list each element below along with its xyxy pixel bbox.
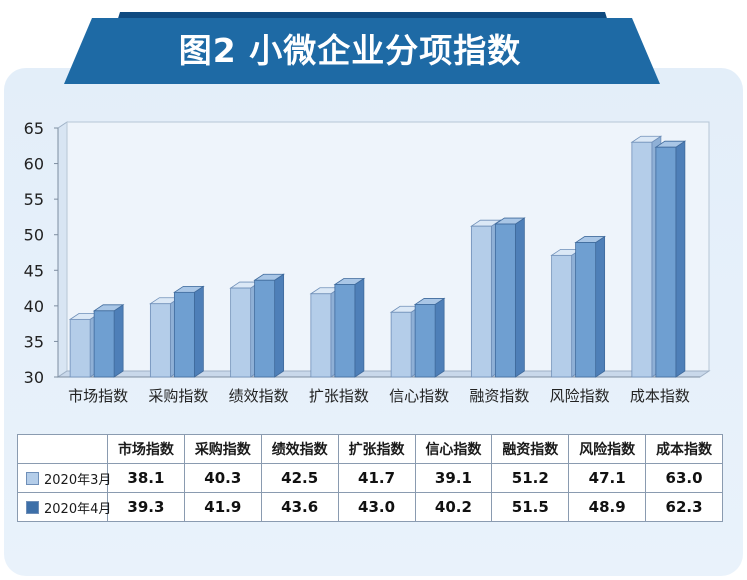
bar-apr	[413, 297, 446, 378]
table-header-cell: 信心指数	[414, 434, 493, 464]
x-tick-label: 融资指数	[469, 387, 529, 405]
table-cell: 38.1	[107, 463, 185, 493]
legend-swatch-apr	[26, 500, 39, 514]
bar-front	[551, 254, 573, 378]
x-tick-label: 成本指数	[630, 387, 690, 405]
table-cell: 43.0	[337, 492, 416, 522]
table-header-cell: 采购指数	[183, 434, 262, 464]
bar-apr	[173, 285, 205, 378]
table-row: 2020年3月 38.1 40.3 42.5 41.7 39.1 51.2 47…	[17, 463, 723, 493]
bar-front	[230, 287, 252, 378]
table-cell: 39.1	[414, 463, 493, 493]
bar-apr	[333, 277, 366, 378]
bar-front	[254, 279, 276, 378]
x-tick-label: 绩效指数	[229, 387, 289, 405]
y-tick-label: 30	[24, 368, 44, 387]
legend-label-apr: 2020年4月	[44, 501, 112, 517]
table-header-cell: 成本指数	[645, 434, 723, 464]
y-tick-label: 45	[24, 261, 44, 280]
table-cell: 51.5	[491, 492, 570, 522]
bar-apr	[253, 273, 285, 378]
bar-front	[93, 310, 115, 378]
table-cell: 40.3	[183, 463, 262, 493]
bar-front	[69, 318, 91, 378]
table-header-cell: 融资指数	[491, 434, 570, 464]
bar-front	[310, 293, 332, 378]
x-tick-label: 采购指数	[148, 387, 208, 405]
bar-side	[514, 217, 525, 378]
x-tick-label: 市场指数	[68, 387, 128, 405]
x-tick-label: 信心指数	[389, 387, 449, 405]
table-corner-cell	[17, 434, 108, 464]
table-cell: 51.2	[491, 463, 570, 493]
table-row: 2020年4月 39.3 41.9 43.6 43.0 40.2 51.5 48…	[17, 492, 723, 522]
table-cell: 41.7	[337, 463, 416, 493]
side-wall	[57, 121, 68, 378]
table-cell: 41.9	[183, 492, 262, 522]
y-tick-label: 55	[24, 190, 44, 209]
title-banner	[64, 12, 660, 84]
legend-swatch-mar	[26, 471, 39, 485]
bar-front	[334, 284, 356, 378]
bar-front	[470, 225, 492, 378]
table-cell: 40.2	[414, 492, 493, 522]
data-table: 市场指数 采购指数 绩效指数 扩张指数 信心指数 融资指数 风险指数 成本指数 …	[17, 434, 723, 522]
x-tick-label: 风险指数	[550, 387, 610, 405]
y-tick-label: 35	[24, 332, 44, 351]
table-row-label: 2020年4月	[17, 492, 112, 522]
table-cell: 63.0	[645, 463, 723, 493]
table-header-cell: 风险指数	[568, 434, 647, 464]
bar-side	[354, 277, 365, 378]
bar-front	[631, 141, 653, 378]
bar-front	[173, 291, 195, 378]
x-tick-label: 扩张指数	[309, 387, 369, 405]
bar-side	[113, 304, 124, 378]
bar-side	[675, 140, 686, 378]
y-tick-label: 60	[24, 155, 44, 174]
y-tick-label: 65	[24, 119, 44, 138]
table-cell: 47.1	[568, 463, 647, 493]
table-cell: 48.9	[568, 492, 647, 522]
table-header-row: 市场指数 采购指数 绩效指数 扩张指数 信心指数 融资指数 风险指数 成本指数	[17, 434, 723, 464]
bar-side	[434, 297, 445, 378]
table-header-cell: 扩张指数	[337, 434, 416, 464]
table-cell: 39.3	[107, 492, 185, 522]
y-tick-label: 40	[24, 297, 44, 316]
bar-front	[149, 303, 171, 378]
bar-chart: 30 35 40 45 50 55 60 65 市场指数 采购指数 绩效指数 扩张指数 信心指数 融资指数…	[24, 119, 711, 405]
bar-front	[655, 146, 677, 378]
table-row-label: 2020年3月	[17, 463, 112, 493]
bar-side	[193, 285, 204, 378]
table-header-cell: 绩效指数	[260, 434, 339, 464]
chart-title: 图2 小微企业分项指数	[178, 31, 522, 70]
table-cell: 42.5	[260, 463, 339, 493]
table-cell: 43.6	[260, 492, 339, 522]
bar-front	[494, 223, 516, 378]
bar-front	[414, 304, 436, 378]
bar-apr	[92, 304, 125, 378]
bar-side	[595, 235, 606, 378]
bar-apr	[654, 140, 687, 378]
table-header-cell: 市场指数	[107, 434, 185, 464]
bar-side	[274, 273, 285, 378]
bar-apr	[494, 217, 526, 378]
legend-label-mar: 2020年3月	[44, 472, 112, 488]
y-tick-label: 50	[24, 226, 44, 245]
banner-main	[64, 18, 660, 84]
bar-front	[390, 311, 412, 378]
bar-front	[575, 242, 597, 378]
bar-apr	[574, 235, 606, 378]
table-cell: 62.3	[645, 492, 723, 522]
